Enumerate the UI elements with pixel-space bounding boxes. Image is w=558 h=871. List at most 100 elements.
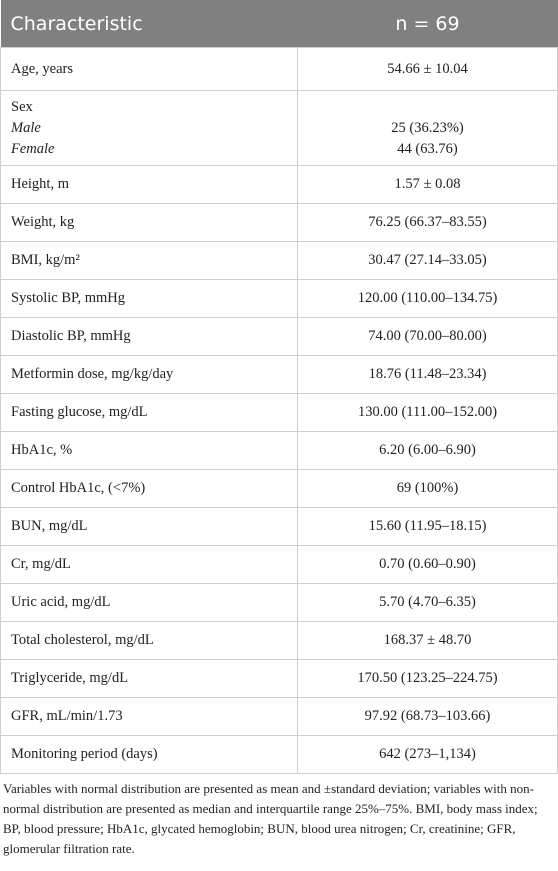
table-row: BUN, mg/dL 15.60 (11.95–18.15) (0, 507, 558, 546)
table-row: Systolic BP, mmHg 120.00 (110.00–134.75) (0, 279, 558, 318)
label-cell: Fasting glucose, mg/dL (0, 393, 298, 432)
value-cell: 97.92 (68.73–103.66) (297, 697, 558, 736)
table-row: Metformin dose, mg/kg/day 18.76 (11.48–23… (0, 355, 558, 394)
table-row: Triglyceride, mg/dL 170.50 (123.25–224.75… (0, 659, 558, 698)
table-row: Uric acid, mg/dL 5.70 (4.70–6.35) (0, 583, 558, 622)
label-cell: HbA1c, % (0, 431, 298, 470)
table-row: HbA1c, % 6.20 (6.00–6.90) (0, 431, 558, 470)
sub-label: Female (11, 140, 55, 157)
sub-value: 25 (36.23%) (391, 119, 464, 136)
value-cell: 6.20 (6.00–6.90) (297, 431, 558, 470)
table-row: Fasting glucose, mg/dL 130.00 (111.00–152… (0, 393, 558, 432)
value-cell: 170.50 (123.25–224.75) (297, 659, 558, 698)
row-label: Total cholesterol, mg/dL (11, 632, 154, 648)
row-value: 18.76 (11.48–23.34) (368, 366, 487, 382)
header-row: Characteristic n = 69 (0, 0, 558, 48)
table-row: Monitoring period (days) 642 (273–1,134) (0, 735, 558, 774)
table-body: Age, years 54.66 ± 10.04 Sex Male Female 25 … (0, 47, 558, 774)
label-cell: Cr, mg/dL (0, 545, 298, 584)
value-cell: 5.70 (4.70–6.35) (297, 583, 558, 622)
table-row: Height, m 1.57 ± 0.08 (0, 165, 558, 204)
row-value: 74.00 (70.00–80.00) (368, 328, 487, 344)
row-value: 642 (273–1,134) (379, 746, 476, 762)
header-cell: n = 69 (297, 0, 558, 48)
row-value: 5.70 (4.70–6.35) (379, 594, 476, 610)
table-row: GFR, mL/min/1.73 97.92 (68.73–103.66) (0, 697, 558, 736)
value-cell: 18.76 (11.48–23.34) (297, 355, 558, 394)
row-label: Metformin dose, mg/kg/day (11, 366, 174, 382)
label-cell: Control HbA1c, (<7%) (0, 469, 298, 508)
row-label: Sex (11, 98, 33, 115)
label-cell: Metformin dose, mg/kg/day (0, 355, 298, 394)
row-label: GFR, mL/min/1.73 (11, 708, 123, 724)
table-row: Cr, mg/dL 0.70 (0.60–0.90) (0, 545, 558, 584)
row-label: Uric acid, mg/dL (11, 594, 111, 610)
value-cell: 76.25 (66.37–83.55) (297, 203, 558, 242)
label-cell: Height, m (0, 165, 298, 204)
row-value: 1.57 ± 0.08 (394, 176, 461, 192)
row-label: Monitoring period (days) (11, 746, 158, 762)
spacer (308, 97, 547, 118)
label-cell: Triglyceride, mg/dL (0, 659, 298, 698)
row-label: Fasting glucose, mg/dL (11, 404, 148, 420)
table-row: Total cholesterol, mg/dL 168.37 ± 48.70 (0, 621, 558, 660)
label-cell: GFR, mL/min/1.73 (0, 697, 298, 736)
row-value: 6.20 (6.00–6.90) (379, 442, 476, 458)
value-cell: 0.70 (0.60–0.90) (297, 545, 558, 584)
value-cell: 168.37 ± 48.70 (297, 621, 558, 660)
table-row: Weight, kg 76.25 (66.37–83.55) (0, 203, 558, 242)
value-cell: 30.47 (27.14–33.05) (297, 241, 558, 280)
row-value: 168.37 ± 48.70 (383, 632, 472, 648)
row-value: 130.00 (111.00–152.00) (357, 404, 498, 420)
table-row: Age, years 54.66 ± 10.04 (0, 47, 558, 91)
table-row: Control HbA1c, (<7%) 69 (100%) (0, 469, 558, 508)
label-cell: Systolic BP, mmHg (0, 279, 298, 318)
data-table: Characteristic n = 69 Age, years 54.66 ± … (0, 0, 558, 774)
sub-label: Male (11, 119, 41, 136)
table-row: Sex Male Female 25 (36.23%) 44 (63.76) (0, 90, 558, 166)
value-cell: 54.66 ± 10.04 (297, 47, 558, 91)
label-cell: Diastolic BP, mmHg (0, 317, 298, 356)
row-label: Age, years (11, 60, 74, 77)
value-cell: 15.60 (11.95–18.15) (297, 507, 558, 546)
value-cell: 69 (100%) (297, 469, 558, 508)
row-label: BMI, kg/m² (11, 252, 80, 268)
row-label: Triglyceride, mg/dL (11, 670, 129, 686)
label-cell: Uric acid, mg/dL (0, 583, 298, 622)
label-cell: Weight, kg (0, 203, 298, 242)
header-cell: Characteristic (0, 0, 298, 48)
row-label: Diastolic BP, mmHg (11, 328, 131, 344)
value-cell: 130.00 (111.00–152.00) (297, 393, 558, 432)
value-cell: 1.57 ± 0.08 (297, 165, 558, 204)
row-label: Weight, kg (11, 214, 75, 230)
label-cell: Monitoring period (days) (0, 735, 298, 774)
label-cell: BUN, mg/dL (0, 507, 298, 546)
value-cell: 25 (36.23%) 44 (63.76) (297, 90, 558, 166)
value-cell: 74.00 (70.00–80.00) (297, 317, 558, 356)
footnote: Variables with normal distribution are p… (3, 781, 538, 856)
row-value: 0.70 (0.60–0.90) (379, 556, 476, 572)
label-cell: Total cholesterol, mg/dL (0, 621, 298, 660)
row-label: HbA1c, % (11, 442, 73, 458)
row-label: Height, m (11, 176, 69, 192)
row-label: Systolic BP, mmHg (11, 290, 126, 306)
row-value: 170.50 (123.25–224.75) (357, 670, 498, 686)
row-value: 76.25 (66.37–83.55) (368, 214, 487, 230)
row-label: Control HbA1c, (<7%) (11, 480, 146, 496)
row-label: Cr, mg/dL (11, 556, 71, 572)
sub-value: 44 (63.76) (397, 140, 458, 157)
row-value: 69 (100%) (396, 480, 459, 496)
label-cell: Age, years (0, 47, 298, 91)
row-value: 120.00 (110.00–134.75) (357, 290, 498, 306)
label-cell: Sex Male Female (0, 90, 298, 166)
row-value: 97.92 (68.73–103.66) (364, 708, 491, 724)
row-value: 30.47 (27.14–33.05) (368, 252, 487, 268)
row-value: 15.60 (11.95–18.15) (368, 518, 487, 534)
value-cell: 642 (273–1,134) (297, 735, 558, 774)
row-label: BUN, mg/dL (11, 518, 88, 534)
table-row: BMI, kg/m² 30.47 (27.14–33.05) (0, 241, 558, 280)
table-row: Diastolic BP, mmHg 74.00 (70.00–80.00) (0, 317, 558, 356)
row-value: 54.66 ± 10.04 (387, 60, 468, 77)
value-cell: 120.00 (110.00–134.75) (297, 279, 558, 318)
